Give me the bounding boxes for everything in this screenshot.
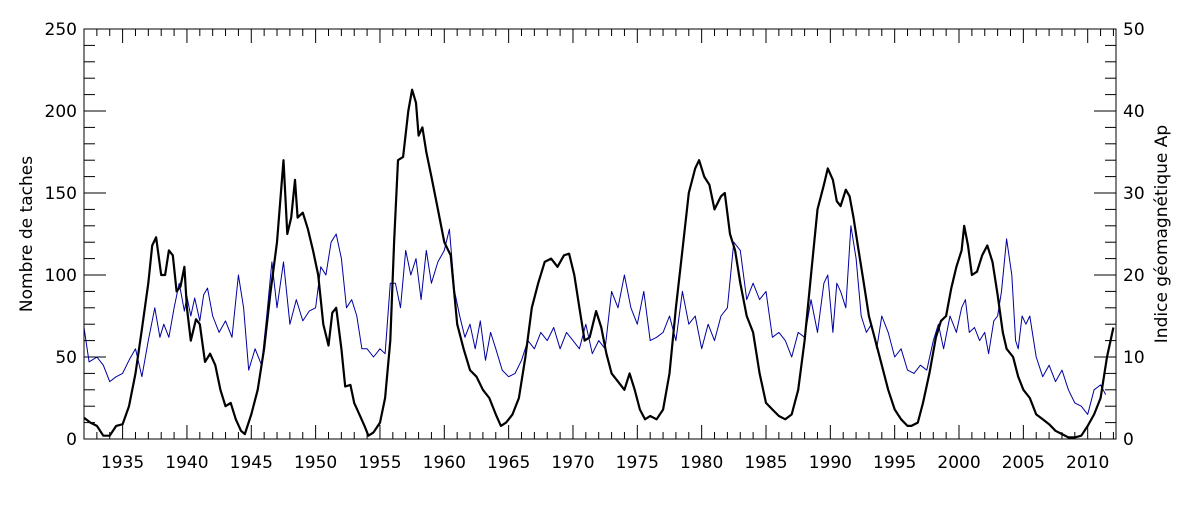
x-tick-label: 1965 — [487, 453, 530, 473]
series-lines — [83, 88, 1115, 439]
y-tick-label-right: 40 — [1123, 102, 1145, 122]
sunspot-number-line — [83, 88, 1115, 439]
y-tick-label-right: 20 — [1123, 266, 1145, 286]
y-tick-label-left: 100 — [45, 266, 77, 286]
x-tick-label: 1950 — [294, 453, 337, 473]
y-tick-label-right: 0 — [1123, 430, 1134, 450]
x-tick-label: 2005 — [1002, 453, 1045, 473]
y-tick-label-left: 250 — [45, 20, 77, 40]
tick-labels: 1935 1940 1945 1950 1955 1960 1965 1970 1975 1980… — [45, 20, 1145, 473]
plot-frame — [83, 28, 1117, 440]
y-tick-label-right: 10 — [1123, 348, 1145, 368]
y-axis-title-left: Nombre de taches — [17, 156, 37, 312]
x-tick-label: 1935 — [101, 453, 144, 473]
y-tick-label-left: 200 — [45, 102, 77, 122]
y-tick-label-left: 0 — [66, 430, 77, 450]
x-tick-label: 1955 — [358, 453, 401, 473]
y-tick-label-right: 30 — [1123, 184, 1145, 204]
x-tick-label: 1940 — [165, 453, 208, 473]
axis-ticks — [83, 28, 1116, 440]
x-tick-label: 2010 — [1066, 453, 1109, 473]
y-tick-label-left: 50 — [55, 348, 77, 368]
x-tick-label: 1995 — [873, 453, 916, 473]
x-tick-label: 1975 — [616, 453, 659, 473]
x-tick-label: 1985 — [744, 453, 787, 473]
y-axis-title-right: Indice géomagnétique Ap — [1152, 125, 1172, 343]
x-tick-label: 1990 — [809, 453, 852, 473]
x-tick-label: 1970 — [551, 453, 594, 473]
x-tick-label: 1960 — [423, 453, 466, 473]
y-tick-label-left: 150 — [45, 184, 77, 204]
x-tick-label: 2000 — [937, 453, 980, 473]
x-tick-label: 1980 — [680, 453, 723, 473]
x-tick-label: 1945 — [230, 453, 273, 473]
y-tick-label-right: 50 — [1123, 20, 1145, 40]
